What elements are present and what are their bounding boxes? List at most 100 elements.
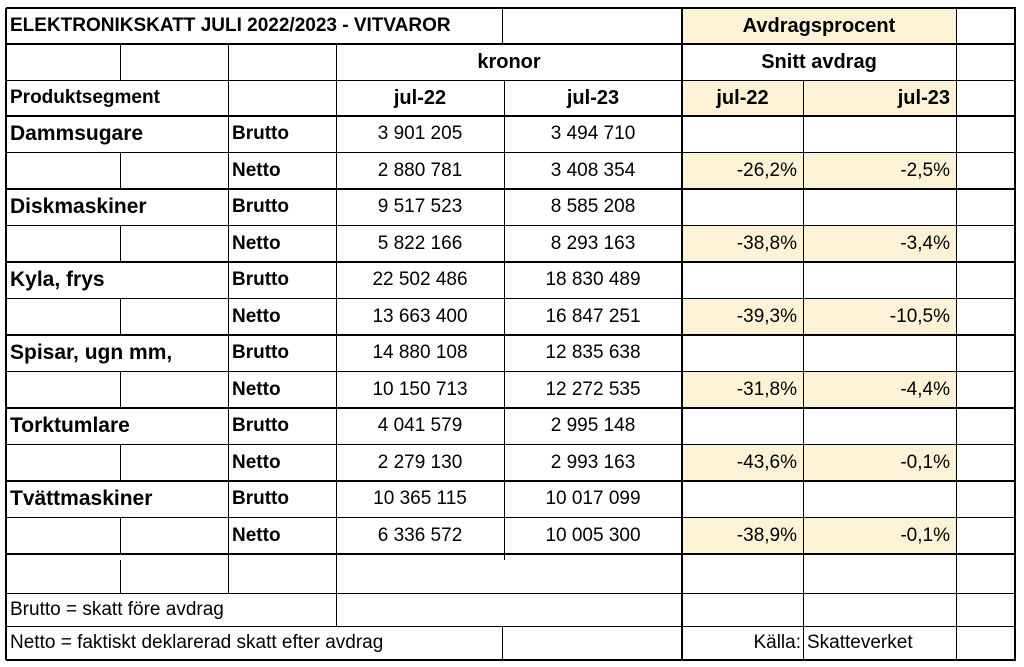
col-header-jul23-kronor: jul-23: [566, 86, 620, 109]
grid-vline: [119, 517, 121, 554]
segment-name: Spisar, ugn mm,: [10, 341, 173, 365]
brutto-jul22-value: 22 502 486: [372, 269, 468, 291]
netto-label: Netto: [232, 159, 281, 181]
source-label: Källa:: [753, 632, 801, 653]
source-value: Skatteverket: [807, 632, 913, 653]
brutto-label: Brutto: [232, 269, 289, 291]
brutto-jul23-value: 12 835 638: [545, 342, 641, 364]
netto-jul22-value: 10 150 713: [372, 378, 468, 400]
grid-hline: [6, 79, 1016, 81]
grid-hline: [6, 43, 1016, 45]
grid-vline: [119, 298, 121, 335]
grid-vline: [501, 626, 503, 660]
grid-hline: [6, 444, 1016, 445]
avdrag-jul22-value: -38,9%: [682, 517, 803, 554]
avdrag-jul22-value: -26,2%: [682, 152, 803, 189]
grid-vline: [119, 225, 121, 262]
avdrag-jul22-value: -43,6%: [682, 444, 803, 481]
kronor-header: kronor: [477, 50, 541, 73]
segment-name: Diskmaskiner: [10, 195, 147, 219]
brutto-jul23-value: 2 995 148: [550, 415, 636, 437]
avdrag-jul23-value: -0,1%: [803, 517, 956, 554]
grid-hline: [6, 334, 1016, 336]
netto-jul23-value: 8 293 163: [550, 232, 636, 254]
grid-hline: [6, 371, 1016, 372]
brutto-jul22-value: 14 880 108: [372, 342, 468, 364]
note-brutto: Brutto = skatt före avdrag: [10, 598, 224, 620]
grid-vline: [5, 8, 7, 660]
grid-vline: [802, 80, 804, 660]
grid-vline: [501, 8, 503, 44]
netto-jul23-value: 3 408 354: [550, 159, 636, 181]
segment-name: Tvättmaskiner: [10, 487, 153, 511]
grid-vline: [227, 44, 229, 593]
grid-vline: [119, 152, 121, 189]
avdrag-jul23-value: -4,4%: [803, 371, 956, 408]
brutto-label: Brutto: [232, 488, 289, 510]
grid-vline: [681, 8, 683, 660]
grid-hline: [6, 188, 1016, 190]
netto-label: Netto: [232, 451, 281, 473]
produktsegment-header: Produktsegment: [10, 87, 160, 108]
avdrag-jul22-value: -38,8%: [682, 225, 803, 262]
grid-hline: [6, 517, 1016, 518]
col-header-jul22-avdrag: jul-22: [682, 80, 803, 116]
grid-hline: [6, 553, 1016, 555]
grid-hline: [6, 592, 1016, 594]
grid-hline: [6, 261, 1016, 263]
brutto-label: Brutto: [232, 196, 289, 218]
netto-label: Netto: [232, 305, 281, 327]
table-title: ELEKTRONIKSKATT JULI 2022/2023 - VITVARO…: [10, 15, 451, 36]
grid-vline: [955, 8, 957, 660]
brutto-jul23-value: 18 830 489: [545, 269, 641, 291]
segment-name: Kyla, frys: [10, 268, 105, 292]
col-header-jul23-avdrag: jul-23: [803, 80, 956, 116]
brutto-jul22-value: 9 517 523: [377, 196, 463, 218]
netto-jul22-value: 13 663 400: [372, 305, 468, 327]
brutto-label: Brutto: [232, 123, 289, 145]
brutto-jul22-value: 10 365 115: [373, 488, 467, 510]
netto-jul23-value: 12 272 535: [545, 378, 641, 400]
grid-hline: [6, 407, 1016, 409]
brutto-label: Brutto: [232, 415, 289, 437]
avdrag-jul22-value: -31,8%: [682, 371, 803, 408]
grid-hline: [6, 225, 1016, 226]
segment-name: Torktumlare: [10, 414, 130, 438]
spreadsheet-table: ELEKTRONIKSKATT JULI 2022/2023 - VITVARO…: [5, 7, 1016, 661]
brutto-jul23-value: 8 585 208: [550, 196, 636, 218]
netto-label: Netto: [232, 378, 281, 400]
brutto-jul22-value: 3 901 205: [377, 123, 463, 145]
grid-hline: [6, 625, 1016, 627]
brutto-jul23-value: 3 494 710: [550, 123, 636, 145]
brutto-jul22-value: 4 041 579: [377, 415, 463, 437]
grid-vline: [503, 80, 505, 560]
avdrag-jul23-value: -10,5%: [803, 298, 956, 335]
grid-hline: [6, 115, 1016, 117]
segment-name: Dammsugare: [10, 122, 144, 146]
grid-vline: [119, 560, 121, 593]
netto-jul23-value: 16 847 251: [545, 305, 641, 327]
grid-vline: [1014, 8, 1016, 660]
grid-hline: [6, 298, 1016, 299]
netto-jul23-value: 10 005 300: [545, 524, 641, 546]
netto-jul23-value: 2 993 163: [550, 451, 636, 473]
avdrag-jul22-value: -39,3%: [682, 298, 803, 335]
avdragsprocent-header: Avdragsprocent: [682, 8, 956, 44]
grid-hline: [6, 480, 1016, 482]
netto-jul22-value: 5 822 166: [377, 232, 463, 254]
avdrag-jul23-value: -2,5%: [803, 152, 956, 189]
grid-vline: [335, 593, 337, 626]
note-netto: Netto = faktiskt deklarerad skatt efter …: [10, 632, 384, 653]
netto-label: Netto: [232, 232, 281, 254]
netto-label: Netto: [232, 524, 281, 546]
grid-hline: [6, 152, 1016, 153]
brutto-label: Brutto: [232, 342, 289, 364]
netto-jul22-value: 2 880 781: [377, 159, 463, 181]
grid-vline: [119, 371, 121, 408]
avdrag-jul23-value: -0,1%: [803, 444, 956, 481]
netto-jul22-value: 2 279 130: [377, 451, 463, 473]
grid-hline: [6, 659, 1016, 661]
netto-jul22-value: 6 336 572: [377, 524, 463, 546]
col-header-jul22-kronor: jul-22: [393, 86, 447, 109]
brutto-jul23-value: 10 017 099: [545, 488, 641, 510]
